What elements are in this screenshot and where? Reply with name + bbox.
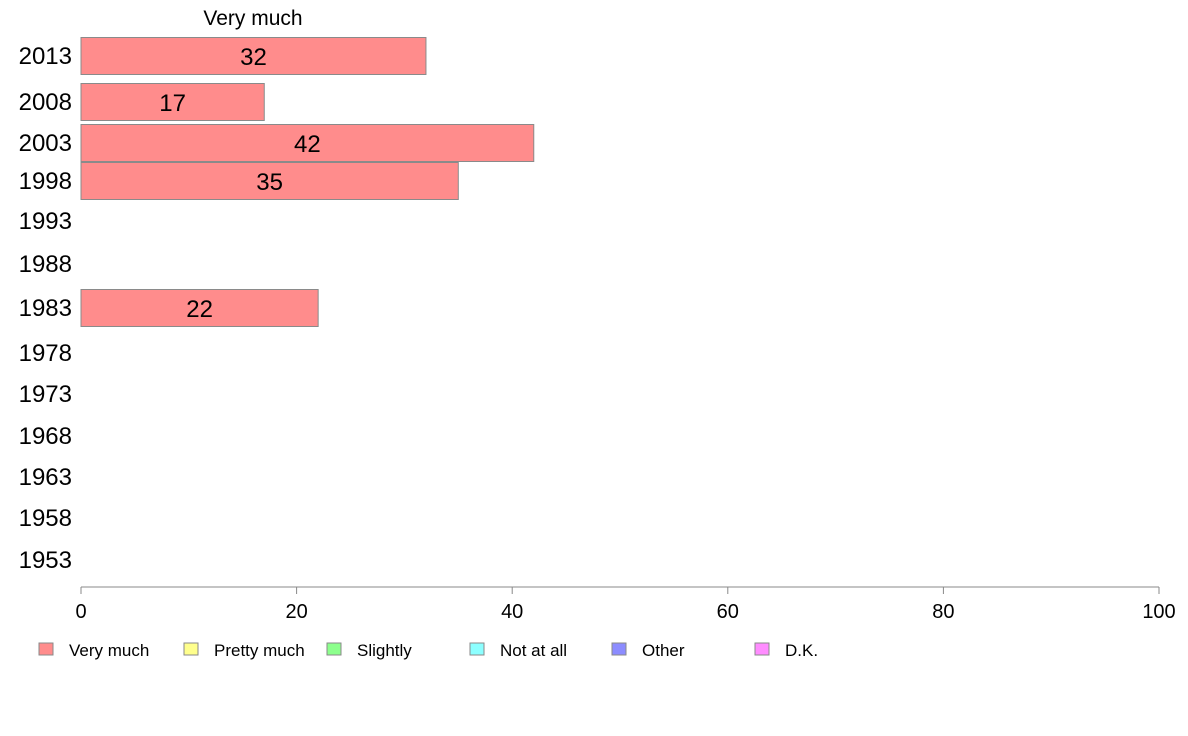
bar-1983 [80,289,319,327]
legend: Very much Pretty much Slightly Not at all Ot… [38,641,818,660]
legend-swatch-pretty-much [183,642,199,656]
category-label-1953: 1953 [19,547,72,574]
x-tick-label-100: 100 [1142,601,1175,623]
x-tick-label-20: 20 [285,601,307,623]
x-tick-label-0: 0 [75,601,86,623]
value-label-1983: 22 [186,296,213,323]
legend-label-not-at-all: Not at all [500,641,567,660]
bar-2013 [80,37,427,75]
category-label-1958: 1958 [19,505,72,532]
category-label-1998: 1998 [19,168,72,195]
x-tick-label-40: 40 [501,601,523,623]
value-label-1998: 35 [256,169,283,196]
category-label-2013: 2013 [19,43,72,70]
x-tick-label-60: 60 [717,601,739,623]
x-axis: 0 20 40 60 80 100 [75,586,1176,623]
category-label-2008: 2008 [19,89,72,116]
category-label-1978: 1978 [19,340,72,367]
category-label-2003: 2003 [19,130,72,157]
value-label-2008: 17 [159,90,186,117]
x-tick-label-80: 80 [932,601,954,623]
legend-label-other: Other [642,641,685,660]
legend-swatch-slightly [326,642,342,656]
bars [80,37,535,327]
legend-label-d-k: D.K. [785,641,818,660]
bar-1998 [80,162,459,200]
legend-swatch-other [611,642,627,656]
legend-swatch-not-at-all [469,642,485,656]
legend-label-very-much: Very much [69,641,149,660]
category-label-1988: 1988 [19,251,72,278]
category-label-1968: 1968 [19,423,72,450]
value-labels: 32 17 42 35 22 [159,44,320,323]
legend-label-pretty-much: Pretty much [214,641,305,660]
bar-2003 [80,124,535,162]
category-label-1963: 1963 [19,464,72,491]
category-label-1973: 1973 [19,381,72,408]
legend-label-slightly: Slightly [357,641,412,660]
category-label-1993: 1993 [19,208,72,235]
series-title: Very much [203,7,302,30]
value-label-2013: 32 [240,44,267,71]
legend-swatch-d-k [754,642,770,656]
category-labels: 2013 2008 2003 1998 1993 1988 1983 1978 1973 1968… [19,43,72,574]
bar-2008 [80,83,265,121]
value-label-2003: 42 [294,131,321,158]
category-label-1983: 1983 [19,295,72,322]
legend-swatch-very-much [38,642,54,656]
